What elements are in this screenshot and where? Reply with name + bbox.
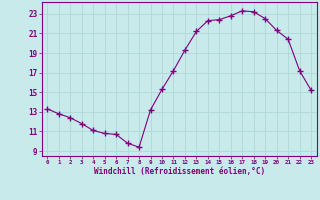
- X-axis label: Windchill (Refroidissement éolien,°C): Windchill (Refroidissement éolien,°C): [94, 167, 265, 176]
